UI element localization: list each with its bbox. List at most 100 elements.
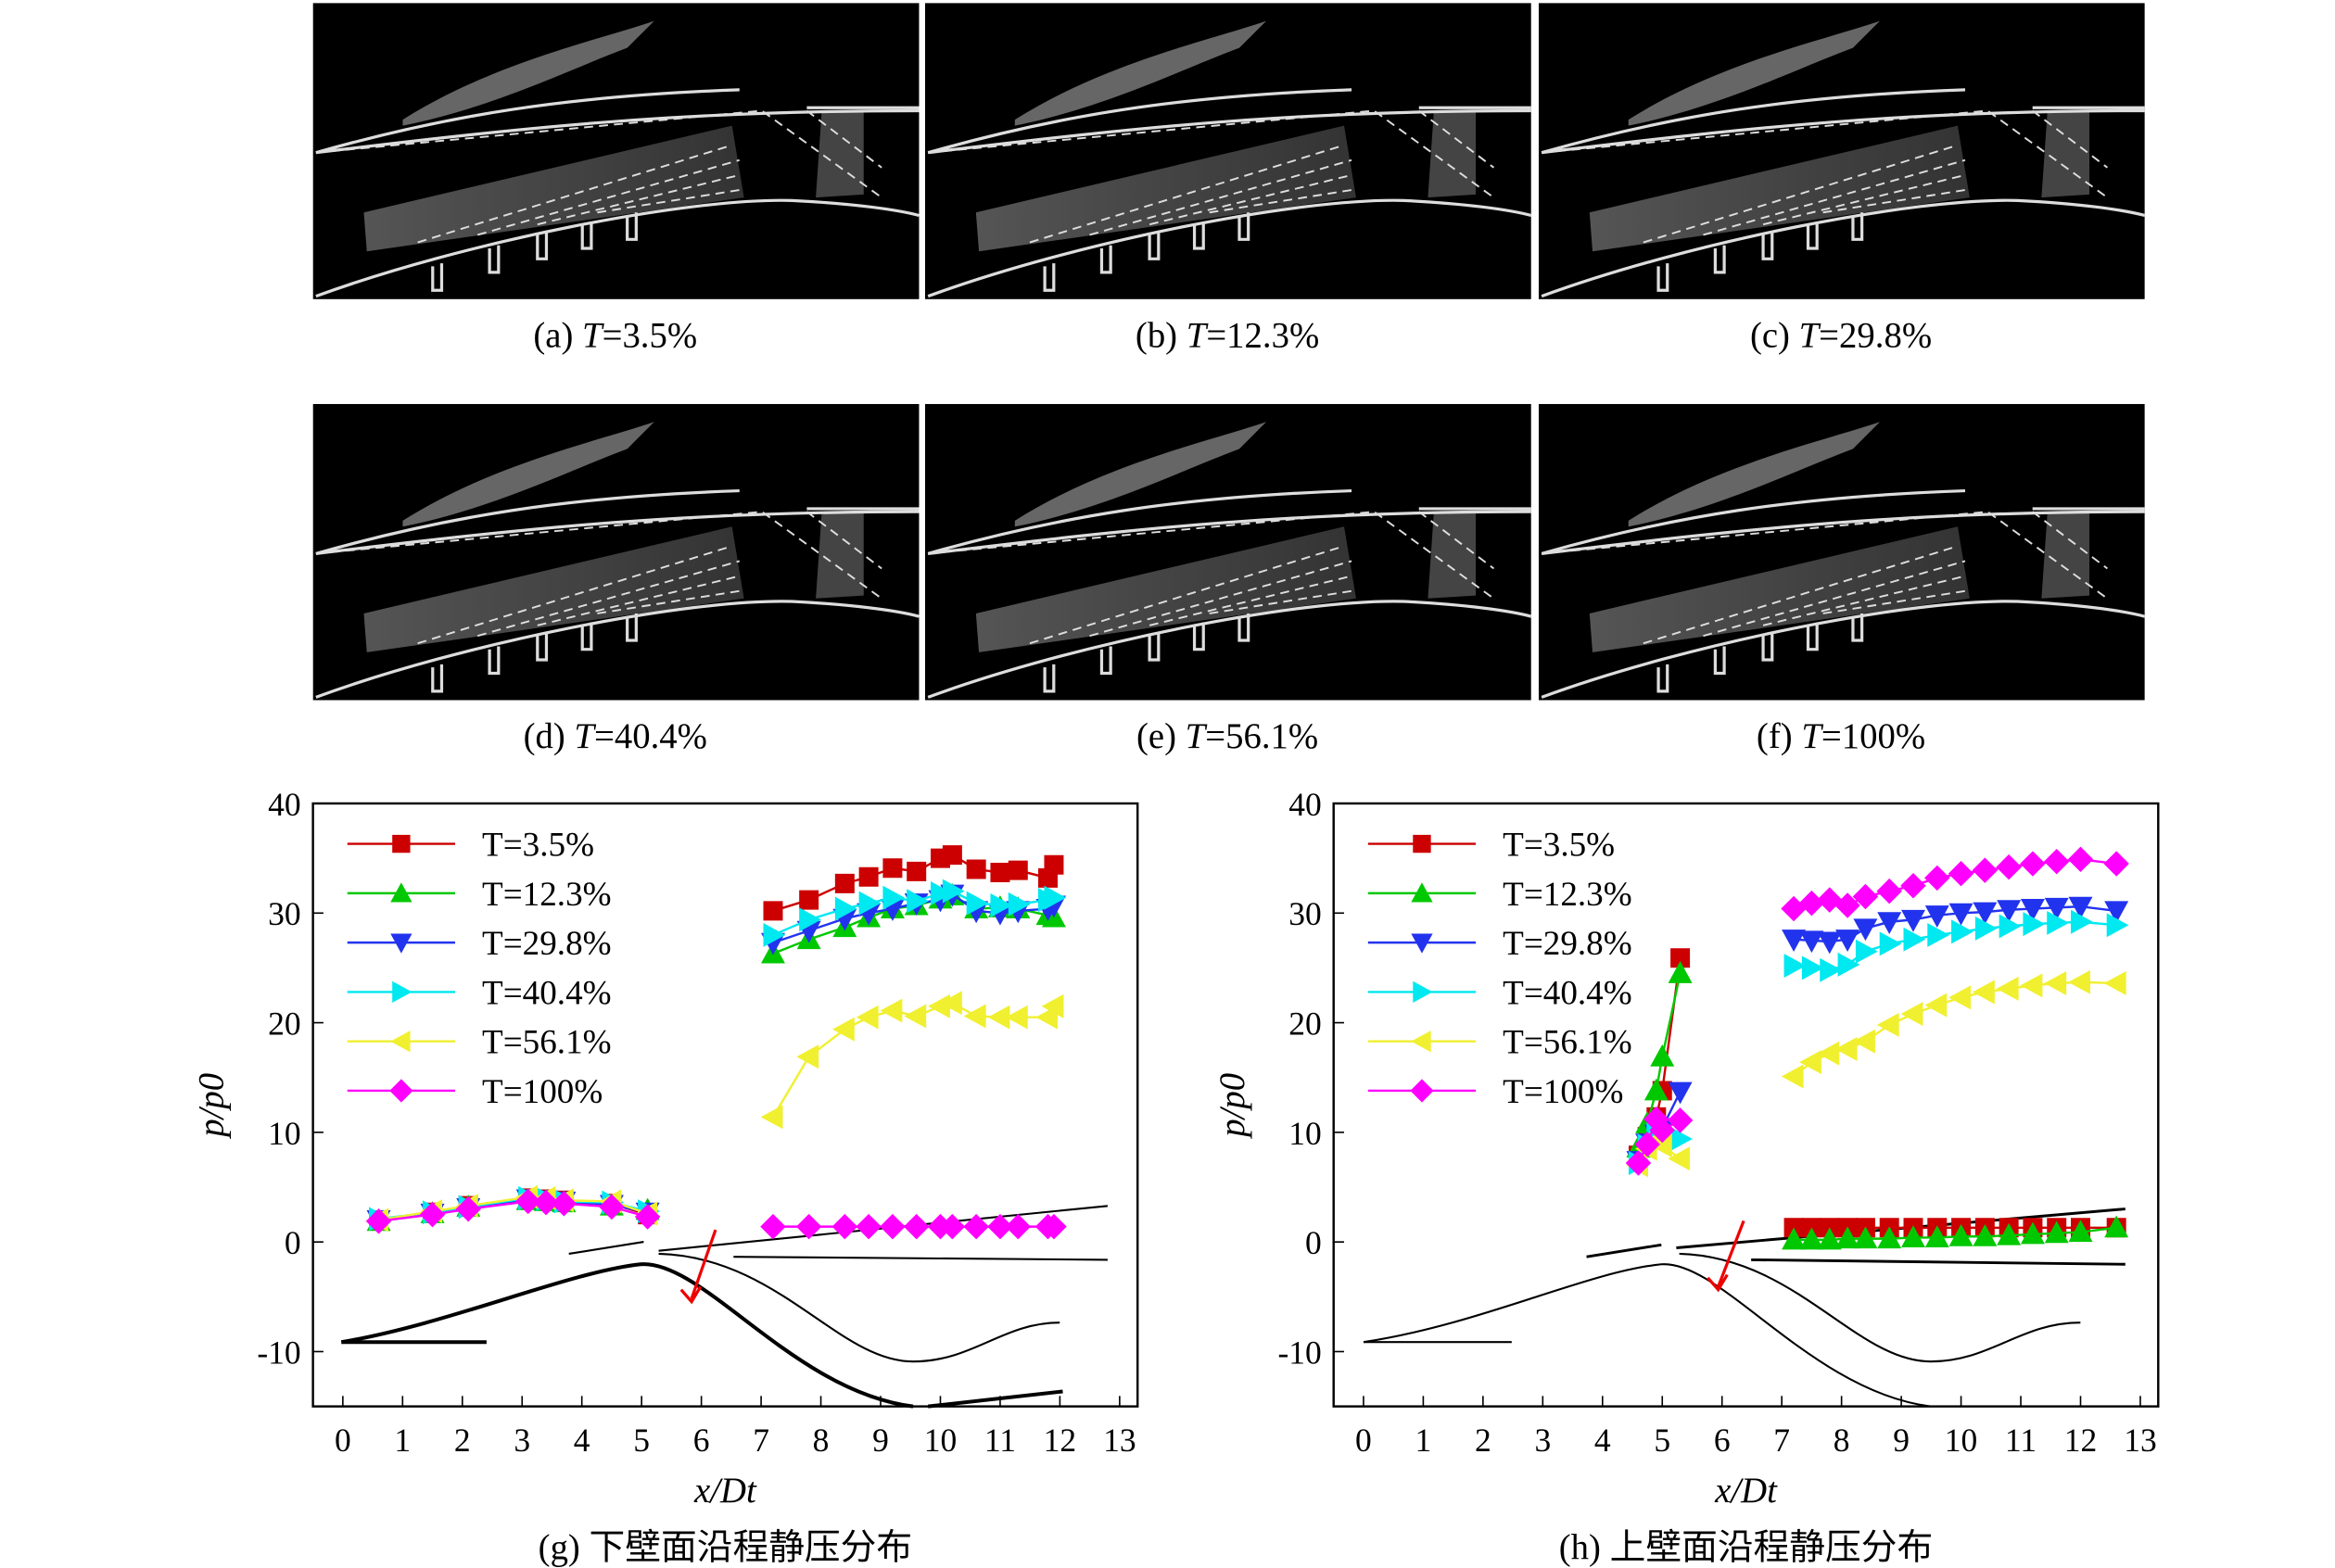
data-point (832, 1017, 855, 1042)
caption-letter: (d) (524, 716, 565, 756)
data-point (1783, 954, 1807, 979)
legend-label: T=29.8% (482, 925, 612, 963)
series-line (1637, 920, 2117, 1164)
data-point (760, 1213, 786, 1240)
data-point (1901, 1225, 1925, 1247)
legend-marker (1411, 1031, 1431, 1053)
caption-symbol: T (1186, 716, 1208, 756)
x-tick-label: 7 (753, 1422, 769, 1459)
x-tick-label: 11 (984, 1422, 1016, 1459)
caption-text: =100% (1821, 716, 1925, 756)
nozzle-outline (340, 1205, 1109, 1409)
data-point (942, 879, 965, 904)
series-line (378, 1001, 1056, 1221)
data-point (1972, 857, 1999, 883)
data-point (1853, 1226, 1878, 1249)
legend-label: T=100% (1503, 1073, 1623, 1111)
legend-marker (390, 882, 412, 903)
caption-letter: (f) (1757, 716, 1793, 756)
legend-marker (1411, 882, 1433, 903)
legend-label: T=3.5% (482, 826, 594, 864)
x-tick-label: 5 (1654, 1422, 1670, 1459)
series-line (1637, 973, 2117, 1242)
x-tick-label: 13 (1103, 1422, 1136, 1459)
series-line (378, 892, 1055, 1221)
y-tick-label: 10 (1288, 1115, 1322, 1152)
legend-label: T=3.5% (1503, 826, 1615, 864)
data-point (2106, 913, 2129, 938)
data-point (1974, 916, 1998, 941)
data-point (1927, 922, 1950, 947)
data-point (799, 890, 819, 910)
data-point (1837, 952, 1860, 977)
data-point (880, 998, 903, 1023)
data-point (2023, 912, 2046, 937)
data-point (1643, 1078, 1669, 1101)
data-point (1999, 914, 2022, 939)
x-tick-label: 2 (1475, 1422, 1491, 1459)
data-point (763, 922, 786, 947)
data-point (419, 1201, 446, 1228)
data-point (634, 1204, 661, 1230)
data-point (990, 893, 1013, 917)
data-point (2044, 1220, 2069, 1244)
data-point (799, 907, 821, 932)
legend-label: T=12.3% (482, 876, 612, 914)
caption-text: =12.3% (1206, 316, 1319, 356)
data-point (966, 859, 986, 879)
y-tick-label: 0 (1305, 1224, 1322, 1261)
data-point (1924, 865, 1950, 891)
x-tick-label: 3 (514, 1422, 530, 1459)
y-tick-label: 30 (1288, 895, 1322, 932)
data-point (2020, 973, 2043, 998)
caption-text: =3.5% (603, 316, 698, 356)
data-point (533, 1189, 559, 1216)
legend-label: T=12.3% (1503, 876, 1632, 914)
data-point (1948, 903, 1973, 926)
data-point (1008, 860, 1028, 880)
data-point (2067, 846, 2094, 873)
x-tick-label: 6 (1714, 1422, 1731, 1459)
data-point (1855, 939, 1878, 964)
data-point (963, 1213, 989, 1240)
data-point (1668, 961, 1693, 983)
plot-frame (1332, 802, 2160, 1408)
caption-symbol: T (574, 716, 596, 756)
data-point (1924, 905, 1949, 928)
data-point (966, 891, 989, 916)
data-point (963, 1004, 986, 1029)
caption-letter: (c) (1750, 316, 1790, 356)
data-point (1877, 912, 1902, 935)
series-line (378, 854, 1056, 1221)
data-point (1625, 1150, 1652, 1176)
data-point (856, 1213, 882, 1240)
data-point (1900, 1002, 1923, 1027)
data-point (1801, 955, 1824, 980)
data-point (1924, 1225, 1949, 1247)
caption-symbol: T (1187, 316, 1209, 356)
data-point (1005, 1005, 1028, 1030)
data-point (1877, 1226, 1902, 1249)
chart: 0 1 2 3 4 5 6 7 8 9 10 11 12 13-10010203040x/Dtp/p0(g… (192, 786, 1139, 1567)
data-point (1948, 985, 1972, 1010)
data-point (1834, 1036, 1858, 1061)
data-point (1634, 1132, 1660, 1157)
data-point (1817, 931, 1842, 955)
data-point (1997, 1222, 2022, 1246)
y-tick-label: 20 (268, 1005, 301, 1043)
data-point (763, 901, 783, 921)
data-point (1005, 1213, 1032, 1240)
data-point (1973, 1223, 1998, 1246)
data-point (1668, 1146, 1691, 1171)
data-point (2103, 971, 2126, 995)
data-point (1853, 1029, 1875, 1054)
data-point (1876, 1012, 1899, 1037)
data-point (1973, 980, 1995, 1005)
image-caption: (f) T=100% (1757, 716, 1925, 756)
data-point (1799, 1050, 1821, 1075)
data-point (939, 1213, 966, 1240)
image-caption: (b) T=12.3% (1136, 316, 1319, 356)
legend-label: T=29.8% (1503, 925, 1632, 963)
data-point (1879, 931, 1902, 956)
data-point (1782, 1227, 1807, 1250)
